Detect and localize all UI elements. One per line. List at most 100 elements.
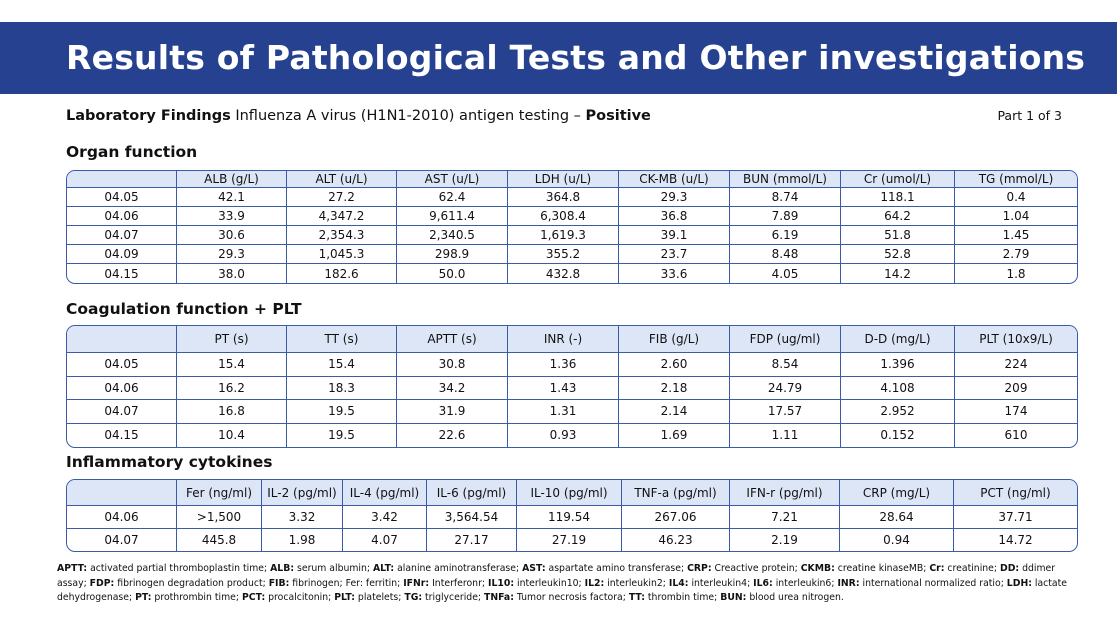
table-cell: 30.8 — [397, 353, 508, 377]
row-date: 04.07 — [67, 226, 177, 245]
table-cell: 3.42 — [343, 506, 427, 529]
table-cell: 1.396 — [841, 353, 955, 377]
legend-abbreviation: IL4: — [668, 577, 689, 589]
table-row: 04.15 38.0 182.6 50.0 432.8 33.6 4.05 14.2 1.8 — [67, 264, 1077, 283]
table-cell: 7.21 — [730, 506, 840, 529]
column-header: BUN (mmol/L) — [730, 171, 841, 188]
legend-abbreviation: DD: — [999, 563, 1020, 574]
table-cell: 30.6 — [177, 226, 287, 245]
table-cell: 10.4 — [177, 423, 287, 447]
table-cell: 119.54 — [517, 506, 622, 529]
legend-abbreviation: INR: — [837, 577, 860, 589]
table-cell: 1,619.3 — [508, 226, 619, 245]
legend-abbreviation: IL10: — [488, 577, 515, 589]
lab-findings-result: Positive — [585, 108, 651, 124]
legend-definition: lactate dehydrogenase; — [57, 577, 1067, 604]
table-cell: 19.5 — [287, 400, 397, 424]
page-title: Results of Pathological Tests and Other … — [66, 38, 1086, 77]
legend-definition: international normalized ratio; — [859, 577, 1007, 589]
table-cell: 64.2 — [841, 207, 955, 226]
table-cell: 2,354.3 — [287, 226, 397, 245]
table-cell: 1,045.3 — [287, 245, 397, 264]
row-date: 04.06 — [67, 207, 177, 226]
table-cell: 1.45 — [955, 226, 1077, 245]
table-row: 04.07 445.8 1.98 4.07 27.17 27.19 46.23 2.19 0.9… — [67, 528, 1077, 551]
column-header: IFN-r (pg/ml) — [730, 480, 840, 506]
table-cell: 14.2 — [841, 264, 955, 283]
legend-definition: ddimer assay; — [57, 563, 1056, 589]
legend-definition: prothrombin time; — [151, 592, 242, 603]
legend-abbreviation: FDP: — [89, 577, 115, 589]
table-cell: 182.6 — [287, 264, 397, 283]
legend-definition: procalcitonin; — [265, 592, 335, 603]
legend-definition: alanine aminotransferase; — [394, 563, 523, 574]
table-cell: 7.89 — [730, 207, 841, 226]
table-row: 04.05 15.4 15.4 30.8 1.36 2.60 8.54 1.396 224 — [67, 353, 1077, 377]
legend-definition: interleukin10; — [514, 577, 585, 589]
table-cell: 4.108 — [841, 376, 955, 400]
page-title-banner: Results of Pathological Tests and Other … — [0, 22, 1117, 94]
table-cell: 8.54 — [730, 353, 841, 377]
table-cell: 50.0 — [397, 264, 508, 283]
row-date: 04.07 — [67, 528, 177, 551]
table-cell: 174 — [955, 400, 1077, 424]
table-cell: 29.3 — [619, 188, 730, 207]
column-header: FDP (ug/ml) — [730, 326, 841, 353]
table-header-row: Fer (ng/ml) IL-2 (pg/ml) IL-4 (pg/ml) IL-6 … — [67, 480, 1077, 506]
legend-abbreviation: AST: — [522, 563, 546, 574]
column-header: ALT (u/L) — [287, 171, 397, 188]
table-cell: 4.07 — [343, 528, 427, 551]
column-header: CK-MB (u/L) — [619, 171, 730, 188]
legend-abbreviation: FIB: — [268, 577, 290, 589]
table-cell: 364.8 — [508, 188, 619, 207]
legend-abbreviation: PLT: — [334, 592, 355, 603]
legend-definition: thrombin time; — [644, 592, 721, 603]
table-cell: 0.94 — [840, 528, 954, 551]
table-cell: 432.8 — [508, 264, 619, 283]
table-cell: 27.19 — [517, 528, 622, 551]
legend-definition: triglyceride; — [422, 592, 484, 603]
legend-abbreviation: IL6: — [753, 577, 773, 589]
table-cell: 610 — [1004, 428, 1028, 443]
legend-definition: blood urea nitrogen. — [746, 592, 844, 603]
table-cell: 14.72 — [998, 532, 1033, 547]
table-cell: 1.11 — [730, 423, 841, 447]
legend-definition: platelets; — [354, 592, 405, 603]
legend-abbreviation: LDH: — [1006, 577, 1032, 589]
legend-definition: activated partial thromboplastin time; — [87, 563, 271, 574]
table-cell: 22.6 — [397, 423, 508, 447]
legend-definition: Tumor necrosis factora; — [513, 592, 629, 603]
table-cell: 37.71 — [954, 506, 1077, 529]
table-cell: 18.3 — [287, 376, 397, 400]
legend-abbreviation: ALT: — [372, 563, 395, 574]
table-row: 04.06 16.2 18.3 34.2 1.43 2.18 24.79 4.108 209 — [67, 376, 1077, 400]
legend-definition: interleukin4; — [688, 577, 754, 589]
table-cell: 36.8 — [619, 207, 730, 226]
column-header: D-D (mg/L) — [841, 326, 955, 353]
lab-findings-label: Laboratory Findings — [66, 108, 231, 124]
table-cell: 1.69 — [619, 423, 730, 447]
lab-findings-line: Laboratory Findings Influenza A virus (H… — [66, 108, 651, 124]
part-indicator: Part 1 of 3 — [997, 108, 1062, 123]
legend-definition: creatine kinaseMB; — [834, 563, 930, 574]
legend-definition: creatinine; — [944, 563, 1000, 574]
table-cell: 0.4 — [955, 188, 1077, 207]
table-cell: 1.04 — [955, 207, 1077, 226]
table-cell: 3,564.54 — [427, 506, 517, 529]
table-cell: 16.2 — [177, 376, 287, 400]
coagulation-table: PT (s) TT (s) APTT (s) INR (-) FIB (g/L) FDP … — [66, 325, 1078, 448]
table-cell: 2.14 — [619, 400, 730, 424]
row-date: 04.06 — [67, 506, 177, 529]
column-header: FIB (g/L) — [619, 326, 730, 353]
legend-definition: fibrinogen; Fer: ferritin; — [289, 577, 404, 589]
table-cell: 19.5 — [287, 423, 397, 447]
table-row: 04.06 >1,500 3.32 3.42 3,564.54 119.54 267.06 7… — [67, 506, 1077, 529]
legend-definition: Creactive protein; — [711, 563, 801, 574]
column-header: TNF-a (pg/ml) — [622, 480, 730, 506]
row-date: 04.09 — [67, 245, 177, 264]
table-cell: 34.2 — [397, 376, 508, 400]
column-header: AST (u/L) — [397, 171, 508, 188]
table-cell: 23.7 — [619, 245, 730, 264]
table-cell: 8.74 — [730, 188, 841, 207]
legend-definition: fibrinogen degradation product; — [114, 577, 269, 589]
